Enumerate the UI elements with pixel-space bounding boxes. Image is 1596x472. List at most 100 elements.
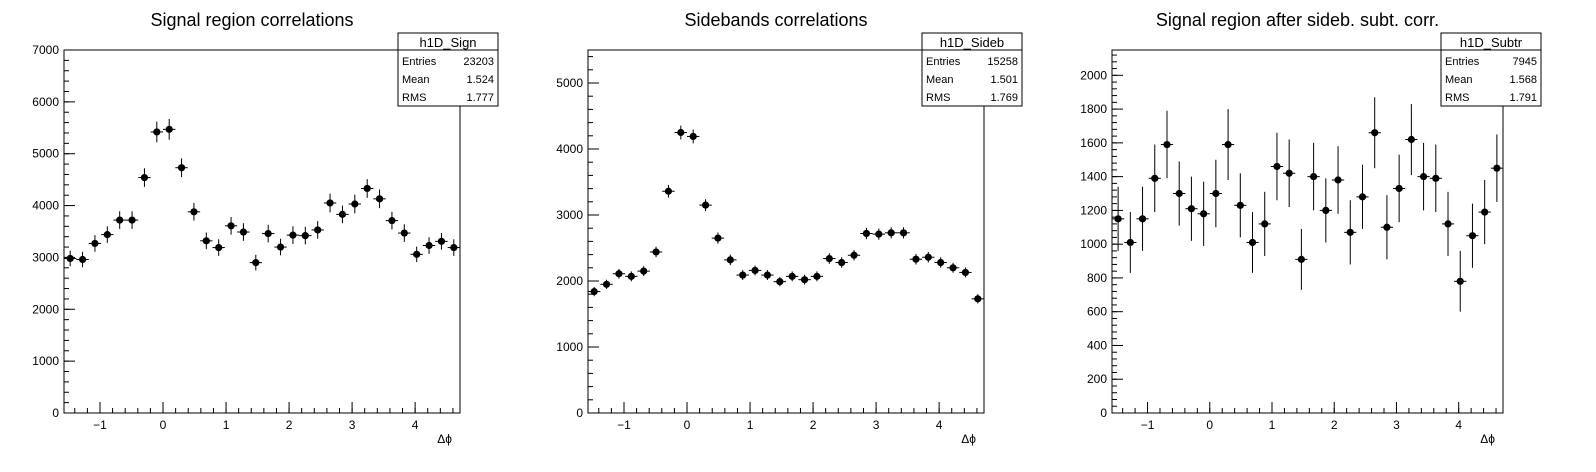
marker xyxy=(961,268,970,277)
y-tick-label: 1000 xyxy=(556,340,583,354)
y-tick-label: 200 xyxy=(1087,372,1107,386)
x-tick-label: 3 xyxy=(349,418,356,432)
data-point xyxy=(1490,134,1503,202)
data-point xyxy=(786,271,799,282)
stats-box: h1D_Sideb Entries 15258 Mean 1.501 RMS 1.769 xyxy=(921,32,1023,107)
y-tick-label: 4000 xyxy=(556,142,583,156)
data-point xyxy=(1331,146,1345,214)
marker xyxy=(974,295,982,303)
data-point xyxy=(773,277,786,287)
data-point xyxy=(1307,142,1320,211)
data-point xyxy=(435,233,448,250)
stats-box-frame xyxy=(1440,32,1542,107)
x-tick-label: 4 xyxy=(1455,418,1462,432)
marker xyxy=(726,256,734,264)
marker xyxy=(264,229,272,238)
marker xyxy=(1358,193,1367,201)
data-point xyxy=(835,257,848,268)
marker xyxy=(751,266,759,275)
data-point xyxy=(175,158,188,178)
panel-sidebands: Sidebands correlations 0 1000 2000 3000 4000 5… xyxy=(556,10,1023,446)
marker xyxy=(202,237,210,245)
data-point xyxy=(761,270,774,281)
marker xyxy=(437,237,446,245)
data-point xyxy=(1246,212,1259,273)
plot-frame xyxy=(587,49,985,414)
data-point xyxy=(138,168,151,187)
data-point xyxy=(336,205,349,224)
data-point xyxy=(897,227,910,239)
data-point xyxy=(662,184,675,198)
data-point xyxy=(88,235,102,252)
x-tick-label: 0 xyxy=(1206,418,1213,432)
marker xyxy=(937,258,945,267)
marker xyxy=(1236,201,1244,209)
data-point xyxy=(872,228,885,240)
stats-name: h1D_Sideb xyxy=(940,35,1004,50)
data-point xyxy=(1258,191,1271,256)
data-point xyxy=(748,265,762,276)
y-tick-label: 1800 xyxy=(1080,102,1107,116)
stats-label: Entries xyxy=(1445,56,1480,68)
data-point xyxy=(163,118,176,140)
marker xyxy=(912,255,920,263)
data-point xyxy=(971,294,984,304)
marker xyxy=(78,255,87,264)
data-point xyxy=(1124,212,1137,273)
marker xyxy=(615,270,623,278)
stats-value: 1.769 xyxy=(990,92,1018,104)
marker xyxy=(652,248,660,256)
y-tick-label: 3000 xyxy=(556,208,583,222)
marker xyxy=(924,253,932,261)
y-tick-label: 5000 xyxy=(556,76,583,90)
marker xyxy=(1334,176,1342,184)
data-point xyxy=(1344,200,1357,265)
data-point xyxy=(101,226,114,243)
x-tick-label: 0 xyxy=(160,418,167,432)
data-point xyxy=(385,211,399,230)
data-point xyxy=(1112,186,1125,251)
data-point xyxy=(1270,132,1284,201)
y-tick-label: 2000 xyxy=(1080,68,1107,82)
data-point xyxy=(1173,161,1186,226)
marker xyxy=(640,267,648,275)
marker xyxy=(1297,255,1305,263)
marker xyxy=(1493,164,1501,172)
marker xyxy=(838,258,846,267)
marker xyxy=(1481,208,1489,216)
data-point xyxy=(262,224,275,243)
marker xyxy=(165,125,173,133)
x-tick-label: −1 xyxy=(617,418,631,432)
marker xyxy=(103,231,111,239)
y-tick-label: 4000 xyxy=(32,199,59,213)
y-tick-label: 600 xyxy=(1087,305,1107,319)
data-point xyxy=(76,251,89,268)
marker xyxy=(1444,220,1452,228)
marker xyxy=(1346,228,1354,236)
data-point xyxy=(847,249,861,261)
y-tick-label: 1600 xyxy=(1080,136,1107,150)
data-point xyxy=(649,246,663,258)
marker xyxy=(227,222,235,230)
data-point xyxy=(361,179,374,198)
stats-value: 15258 xyxy=(987,56,1018,68)
data-point xyxy=(237,223,250,241)
marker xyxy=(763,271,772,279)
stats-value: 1.568 xyxy=(1509,74,1537,86)
data-point xyxy=(810,271,824,282)
marker xyxy=(1261,220,1269,228)
marker xyxy=(1432,174,1440,182)
panel-subtracted: Signal region after sideb. subt. corr. 0 2… xyxy=(1080,10,1542,446)
data-point xyxy=(1136,186,1149,251)
data-point xyxy=(348,194,361,214)
marker xyxy=(1322,206,1330,214)
stats-label: Entries xyxy=(402,56,437,68)
data-point xyxy=(113,211,126,229)
marker xyxy=(788,272,796,280)
stats-value: 1.777 xyxy=(466,92,494,104)
data-point xyxy=(224,216,238,235)
x-tick-label: −1 xyxy=(1141,418,1155,432)
stats-value: 1.791 xyxy=(1509,92,1537,104)
y-tick-label: 0 xyxy=(1100,406,1107,420)
data-point xyxy=(588,286,601,297)
